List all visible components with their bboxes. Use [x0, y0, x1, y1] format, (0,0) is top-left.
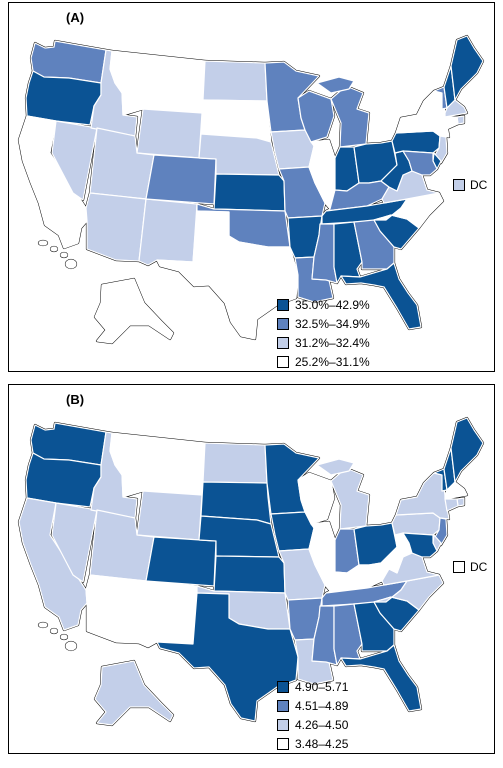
state-michigan-upper — [316, 458, 355, 476]
state-alaska — [94, 660, 174, 726]
state-maine — [450, 35, 484, 101]
state-vermont — [433, 86, 448, 110]
state-illinois — [308, 521, 341, 592]
state-hawaii — [38, 240, 77, 269]
panel-label: (B) — [66, 392, 85, 407]
state-michigan-upper — [316, 76, 355, 94]
legend-label: 4.51–4.89 — [295, 698, 349, 713]
state-colorado — [145, 536, 217, 587]
dc-swatch — [453, 179, 465, 191]
dc-key: DC — [453, 178, 487, 192]
map-panel-a: (A) DC 35.0%–42.9% 32.5%–34.9% 31.2%–32.… — [8, 2, 495, 372]
dc-key: DC — [453, 560, 487, 574]
state-new-mexico — [138, 198, 198, 266]
state-connecticut — [444, 498, 459, 512]
state-pennsylvania — [391, 512, 441, 536]
state-arizona — [85, 192, 147, 262]
state-hawaii — [38, 622, 77, 651]
legend-item: 4.26–4.50 — [277, 715, 348, 734]
legend: 4.90–5.71 4.51–4.89 4.26–4.50 3.48–4.25 — [277, 677, 348, 753]
state-new-jersey — [434, 135, 448, 164]
legend-item: 3.48–4.25 — [277, 734, 348, 753]
legend-swatch — [277, 680, 289, 693]
state-new-mexico — [138, 580, 198, 648]
legend: 35.0%–42.9% 32.5%–34.9% 31.2%–32.4% 25.2… — [277, 295, 370, 371]
state-michigan — [330, 85, 370, 148]
state-wyoming — [136, 108, 203, 159]
state-new-york — [395, 472, 450, 520]
state-vermont — [433, 468, 448, 492]
legend-label: 35.0%–42.9% — [295, 297, 370, 312]
state-texas — [156, 210, 299, 340]
state-pennsylvania — [391, 130, 441, 154]
state-wyoming — [136, 490, 203, 541]
legend-item: 31.2%–32.4% — [277, 333, 370, 352]
legend-item: 35.0%–42.9% — [277, 295, 370, 314]
state-new-jersey — [434, 517, 448, 546]
state-wisconsin — [297, 472, 335, 525]
legend-swatch — [277, 317, 289, 330]
legend-label: 4.90–5.71 — [295, 679, 349, 694]
state-montana — [109, 432, 206, 498]
legend-label: 25.2%–31.1% — [295, 354, 370, 369]
legend-label: 4.26–4.50 — [295, 717, 349, 732]
state-florida — [340, 262, 422, 330]
state-alaska — [94, 278, 174, 344]
legend-swatch — [277, 699, 289, 712]
state-oregon — [25, 70, 102, 126]
legend-swatch — [277, 355, 289, 368]
dc-label: DC — [470, 178, 488, 192]
state-kansas — [213, 173, 286, 212]
us-map-a — [17, 34, 485, 345]
state-kansas — [213, 555, 286, 594]
legend-item: 4.90–5.71 — [277, 677, 348, 696]
state-maryland — [402, 150, 438, 176]
state-arizona — [85, 574, 147, 644]
state-colorado — [145, 154, 217, 205]
panel-label: (A) — [66, 10, 85, 25]
state-new-york — [395, 90, 450, 138]
legend-swatch — [277, 737, 289, 750]
state-maryland — [402, 532, 438, 558]
state-florida — [340, 644, 422, 712]
state-connecticut — [444, 116, 459, 130]
state-maine — [450, 417, 484, 483]
legend-label: 32.5%–34.9% — [295, 316, 370, 331]
us-map-b — [17, 416, 485, 727]
legend-item: 4.51–4.89 — [277, 696, 348, 715]
legend-swatch — [277, 336, 289, 349]
state-wisconsin — [297, 90, 335, 143]
state-north-dakota — [202, 60, 268, 102]
state-north-carolina — [373, 192, 444, 229]
state-illinois — [308, 139, 341, 210]
legend-item: 25.2%–31.1% — [277, 352, 370, 371]
legend-swatch — [277, 298, 289, 311]
state-texas — [156, 592, 299, 722]
legend-swatch — [277, 718, 289, 731]
map-panel-b: (B) DC 4.90–5.71 4.51–4.89 4.26–4.50 3.4… — [8, 384, 495, 754]
state-nevada — [51, 120, 98, 201]
state-north-carolina — [373, 574, 444, 611]
state-oregon — [25, 452, 102, 508]
legend-label: 31.2%–32.4% — [295, 335, 370, 350]
legend-item: 32.5%–34.9% — [277, 314, 370, 333]
state-montana — [109, 50, 206, 116]
dc-label: DC — [470, 560, 488, 574]
state-michigan — [330, 467, 370, 530]
dc-swatch — [453, 561, 465, 573]
legend-label: 3.48–4.25 — [295, 736, 349, 751]
state-north-dakota — [202, 442, 268, 484]
state-nevada — [51, 502, 98, 583]
